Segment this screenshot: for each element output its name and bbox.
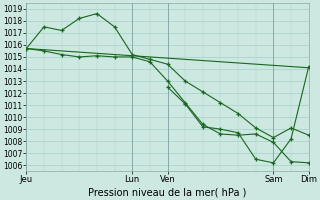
X-axis label: Pression niveau de la mer( hPa ): Pression niveau de la mer( hPa ) — [88, 187, 247, 197]
